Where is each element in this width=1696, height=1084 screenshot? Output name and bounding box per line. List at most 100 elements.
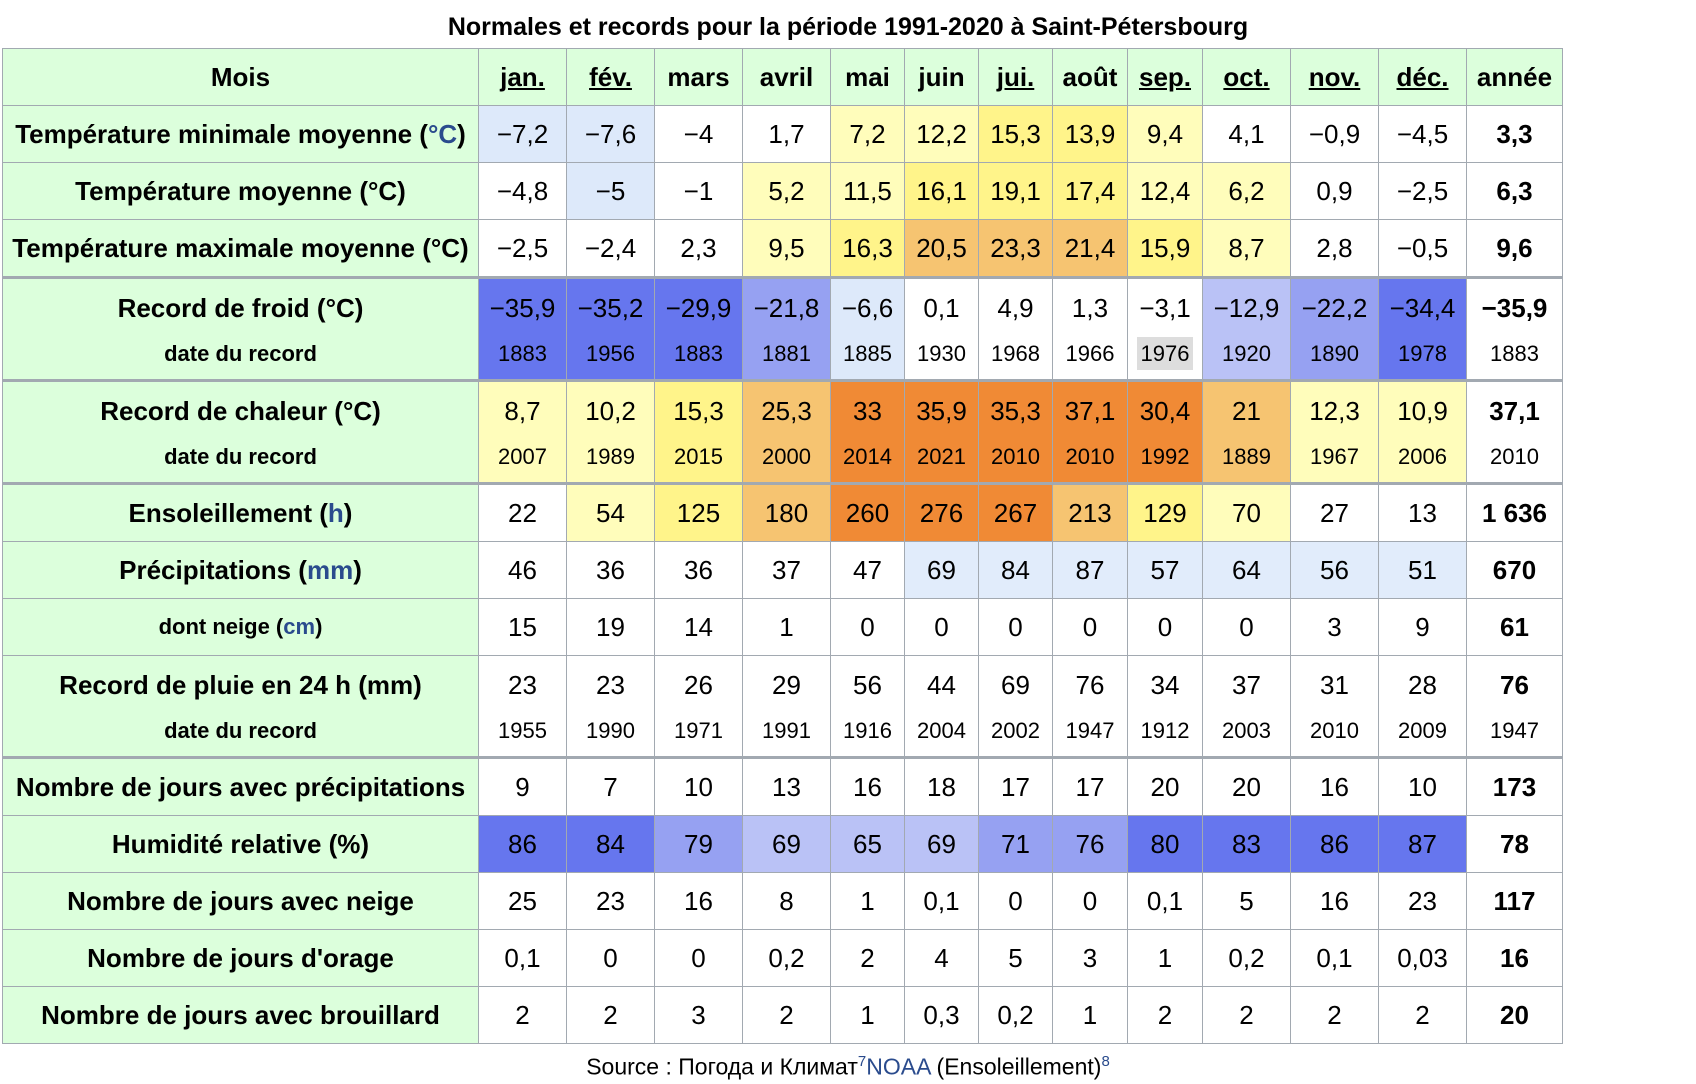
value-cell: 69 — [742, 815, 831, 873]
value-cell: 0,1 — [1290, 929, 1379, 987]
value-cell: −35,9 1883 — [478, 276, 567, 381]
value-cell: −2,4 — [566, 219, 655, 278]
value-cell: 47 — [830, 541, 905, 599]
cell-date: 2015 — [656, 436, 742, 478]
cell-date: 1885 — [832, 333, 904, 375]
value-cell: 267 — [978, 482, 1053, 542]
month-label[interactable]: déc. — [1396, 61, 1449, 92]
source-ref-8[interactable]: 8 — [1101, 1053, 1110, 1070]
value-cell: 27 — [1290, 482, 1379, 542]
value-cell: 34 1912 — [1127, 655, 1203, 758]
cell-date: 1920 — [1204, 333, 1290, 375]
cell-value: 76 — [1075, 670, 1105, 700]
value-cell: 23 — [566, 872, 655, 930]
value-cell: −4,8 — [478, 162, 567, 220]
date-text: 1890 — [1310, 341, 1359, 366]
date-text: 1885 — [843, 341, 892, 366]
unit-link[interactable]: °C — [427, 118, 458, 149]
year-value: −35,9 — [1481, 293, 1548, 323]
cell-value: 26 — [684, 670, 713, 700]
header-month[interactable]: sep. — [1127, 48, 1203, 106]
row-label-text: dont neige ( — [158, 614, 284, 639]
year-cell: 20 — [1466, 986, 1563, 1044]
value-cell: 37,1 2010 — [1052, 379, 1128, 484]
row-label-text: Nombre de jours avec précipitations — [15, 771, 466, 802]
date-text: 2000 — [762, 444, 811, 469]
header-month[interactable]: jui. — [978, 48, 1053, 106]
value-cell: 57 — [1127, 541, 1203, 599]
cell-value: 37,1 — [1064, 396, 1116, 426]
table-row: Nombre de jours avec neige 25 23 16 8 1 0,1 0 0 0… — [2, 872, 1563, 930]
row-label-text: Température minimale moyenne ( — [15, 118, 428, 149]
value-cell: −1 — [654, 162, 743, 220]
date-text: 2006 — [1398, 444, 1447, 469]
value-cell: 2 — [1378, 986, 1467, 1044]
cell-value: 31 — [1320, 670, 1349, 700]
value-cell: −0,9 — [1290, 105, 1379, 163]
value-cell: 21 1889 — [1202, 379, 1291, 484]
value-cell: 69 — [904, 815, 979, 873]
cell-date: 2010 — [1054, 436, 1127, 478]
cell-value: 0,1 — [923, 293, 960, 323]
source-ref-7[interactable]: 7 — [857, 1053, 867, 1070]
value-cell: 19 — [566, 598, 655, 656]
value-cell: 8,7 — [1202, 219, 1291, 278]
source-prefix: Source : Погода и Климат — [586, 1053, 858, 1080]
cell-value: 15,3 — [673, 396, 724, 426]
value-cell: 1,3 1966 — [1052, 276, 1128, 381]
header-month[interactable]: jan. — [478, 48, 567, 106]
header-month[interactable]: déc. — [1378, 48, 1467, 106]
cell-date: 2010 — [980, 436, 1052, 478]
row-label-text: Record de pluie en 24 h (mm) — [59, 670, 422, 700]
value-cell: 56 1916 — [830, 655, 905, 758]
value-cell: −12,9 1920 — [1202, 276, 1291, 381]
value-cell: 16 — [830, 756, 905, 816]
date-text: 2002 — [991, 718, 1040, 743]
month-label: avril — [759, 61, 814, 92]
row-label: Record de froid (°C) date du record — [2, 276, 479, 381]
value-cell: 5 — [978, 929, 1053, 987]
date-text: 1955 — [498, 718, 547, 743]
date-text: 1966 — [1065, 341, 1115, 366]
value-cell: 26 1971 — [654, 655, 743, 758]
header-month[interactable]: oct. — [1202, 48, 1291, 106]
table-row: Température minimale moyenne (°C) −7,2 −7,… — [2, 105, 1563, 163]
month-label[interactable]: jui. — [996, 61, 1035, 92]
value-cell: 1 — [742, 598, 831, 656]
cell-value: 8,7 — [504, 396, 541, 426]
unit-link[interactable]: mm — [306, 554, 354, 585]
value-cell: 36 — [654, 541, 743, 599]
month-label[interactable]: fév. — [589, 61, 632, 92]
unit-link[interactable]: h — [327, 497, 344, 528]
value-cell: 10,9 2006 — [1378, 379, 1467, 484]
date-text: 1883 — [498, 341, 547, 366]
year-cell: −35,9 1883 — [1466, 276, 1563, 381]
year-cell: 78 — [1466, 815, 1563, 873]
row-label: Record de pluie en 24 h (mm) date du reco… — [2, 655, 479, 758]
year-cell: 16 — [1466, 929, 1563, 987]
value-cell: 3 — [1290, 598, 1379, 656]
month-label[interactable]: jan. — [500, 61, 545, 92]
value-cell: 0 — [978, 598, 1053, 656]
cell-date: 1966 — [1054, 333, 1127, 375]
cell-date: 1955 — [480, 710, 566, 752]
value-cell: 19,1 — [978, 162, 1053, 220]
value-cell: −3,1 1976 — [1127, 276, 1203, 381]
header-month[interactable]: nov. — [1290, 48, 1379, 106]
table-row: dont neige (cm) 15 19 14 1 0 0 0 0 0 0 3 9 61 — [2, 598, 1563, 656]
noaa-link[interactable]: NOAA — [866, 1053, 931, 1080]
unit-link[interactable]: cm — [283, 614, 316, 639]
value-cell: 76 1947 — [1052, 655, 1128, 758]
value-cell: 10 — [654, 756, 743, 816]
month-label[interactable]: sep. — [1138, 61, 1192, 92]
value-cell: 1 — [1052, 986, 1128, 1044]
value-cell: 2 — [1127, 986, 1203, 1044]
year-value: 37,1 — [1489, 396, 1540, 426]
month-label[interactable]: oct. — [1223, 61, 1270, 92]
value-cell: 83 — [1202, 815, 1291, 873]
month-label[interactable]: nov. — [1308, 61, 1361, 92]
cell-value: 21 — [1232, 396, 1261, 426]
header-month[interactable]: fév. — [566, 48, 655, 106]
value-cell: 86 — [1290, 815, 1379, 873]
value-cell: 15,3 2015 — [654, 379, 743, 484]
